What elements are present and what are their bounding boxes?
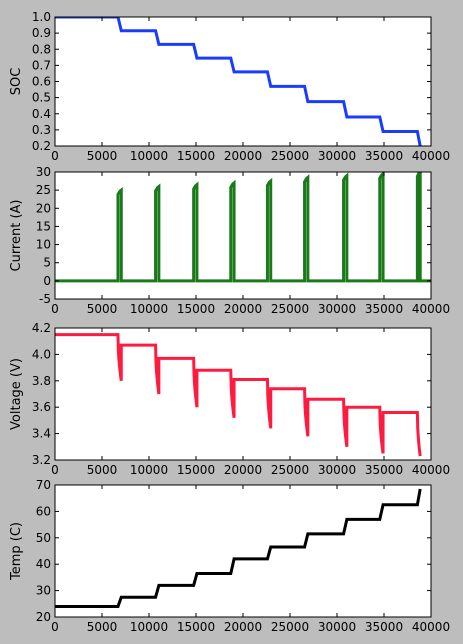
x-tick-label: 30000 — [318, 620, 356, 634]
soc-series-line — [55, 17, 422, 146]
x-tick-label: 15000 — [177, 149, 215, 163]
x-tick-label: 35000 — [365, 302, 403, 316]
x-tick-label: 20000 — [224, 302, 262, 316]
x-tick-label: 25000 — [271, 463, 309, 477]
x-tick-label: 10000 — [130, 463, 168, 477]
y-tick-label: 3.2 — [32, 453, 51, 467]
x-tick-label: 20000 — [224, 149, 262, 163]
y-tick-label: 0.3 — [32, 123, 51, 137]
x-tick-label: 40000 — [412, 463, 450, 477]
x-tick-label: 5000 — [87, 302, 118, 316]
panel-current: 0 5000 10000 15000 20000 25000 30000 35000 40000… — [9, 165, 450, 316]
y-tick-label: -5 — [39, 292, 51, 306]
y-tick-label: 20 — [36, 610, 51, 624]
current-series-line — [55, 172, 431, 283]
soc-y-axis-label: SOC — [9, 68, 24, 96]
x-tick-label: 0 — [51, 463, 59, 477]
y-tick-label: 15 — [36, 219, 51, 233]
y-tick-label: 5 — [43, 256, 51, 270]
y-tick-label: 25 — [36, 183, 51, 197]
x-tick-label: 30000 — [318, 302, 356, 316]
x-tick-label: 30000 — [318, 149, 356, 163]
temp-series-line — [55, 488, 422, 608]
x-tick-label: 10000 — [130, 620, 168, 634]
current-y-axis-label: Current (A) — [9, 200, 24, 272]
plot-area — [55, 328, 431, 460]
y-tick-label: 30 — [36, 584, 51, 598]
panel-soc: 0 5000 10000 15000 20000 25000 30000 35000 40000… — [9, 10, 450, 163]
plot-area — [55, 485, 431, 617]
y-tick-label: 3.8 — [32, 374, 51, 388]
x-tick-label: 30000 — [318, 463, 356, 477]
x-tick-label: 15000 — [177, 620, 215, 634]
y-tick-label: 10 — [36, 238, 51, 252]
panel-voltage: 0 5000 10000 15000 20000 25000 30000 35000 40000… — [9, 321, 450, 477]
y-tick-label: 3.6 — [32, 400, 51, 414]
x-tick-label: 25000 — [271, 149, 309, 163]
x-tick-label: 40000 — [412, 620, 450, 634]
y-tick-label: 0.8 — [32, 42, 51, 56]
x-tick-label: 10000 — [130, 149, 168, 163]
x-tick-label: 5000 — [87, 463, 118, 477]
y-tick-label: 30 — [36, 165, 51, 179]
y-tick-label: 3.4 — [32, 427, 51, 441]
y-tick-label: 0.7 — [32, 58, 51, 72]
plot-area — [55, 17, 431, 146]
y-tick-label: 4.0 — [32, 347, 51, 361]
y-tick-label: 0.2 — [32, 139, 51, 153]
x-tick-label: 40000 — [412, 302, 450, 316]
y-tick-label: 0.4 — [32, 107, 51, 121]
x-tick-label: 35000 — [365, 149, 403, 163]
x-tick-label: 20000 — [224, 620, 262, 634]
x-tick-label: 35000 — [365, 463, 403, 477]
y-tick-label: 4.2 — [32, 321, 51, 335]
voltage-y-axis-label: Voltage (V) — [9, 358, 24, 430]
x-tick-label: 15000 — [177, 463, 215, 477]
y-tick-label: 0.5 — [32, 91, 51, 105]
x-tick-label: 5000 — [87, 149, 118, 163]
x-tick-label: 25000 — [271, 302, 309, 316]
y-tick-label: 60 — [36, 504, 51, 518]
y-tick-label: 70 — [36, 478, 51, 492]
y-tick-label: 50 — [36, 531, 51, 545]
y-tick-label: 0.9 — [32, 26, 51, 40]
y-tick-label: 20 — [36, 201, 51, 215]
x-tick-label: 0 — [51, 149, 59, 163]
x-tick-label: 40000 — [412, 149, 450, 163]
x-tick-label: 20000 — [224, 463, 262, 477]
x-tick-label: 15000 — [177, 302, 215, 316]
x-tick-label: 35000 — [365, 620, 403, 634]
x-tick-label: 25000 — [271, 620, 309, 634]
y-tick-label: 0.6 — [32, 75, 51, 89]
temp-y-axis-label: Temp (C) — [9, 522, 24, 581]
y-tick-label: 1.0 — [32, 10, 51, 24]
x-tick-label: 5000 — [87, 620, 118, 634]
y-tick-label: 0 — [43, 274, 51, 288]
y-tick-label: 40 — [36, 557, 51, 571]
panel-temp: 0 5000 10000 15000 20000 25000 30000 35000 40000… — [9, 478, 450, 634]
x-tick-label: 0 — [51, 620, 59, 634]
x-tick-label: 0 — [51, 302, 59, 316]
x-tick-label: 10000 — [130, 302, 168, 316]
voltage-series-line — [55, 333, 422, 457]
